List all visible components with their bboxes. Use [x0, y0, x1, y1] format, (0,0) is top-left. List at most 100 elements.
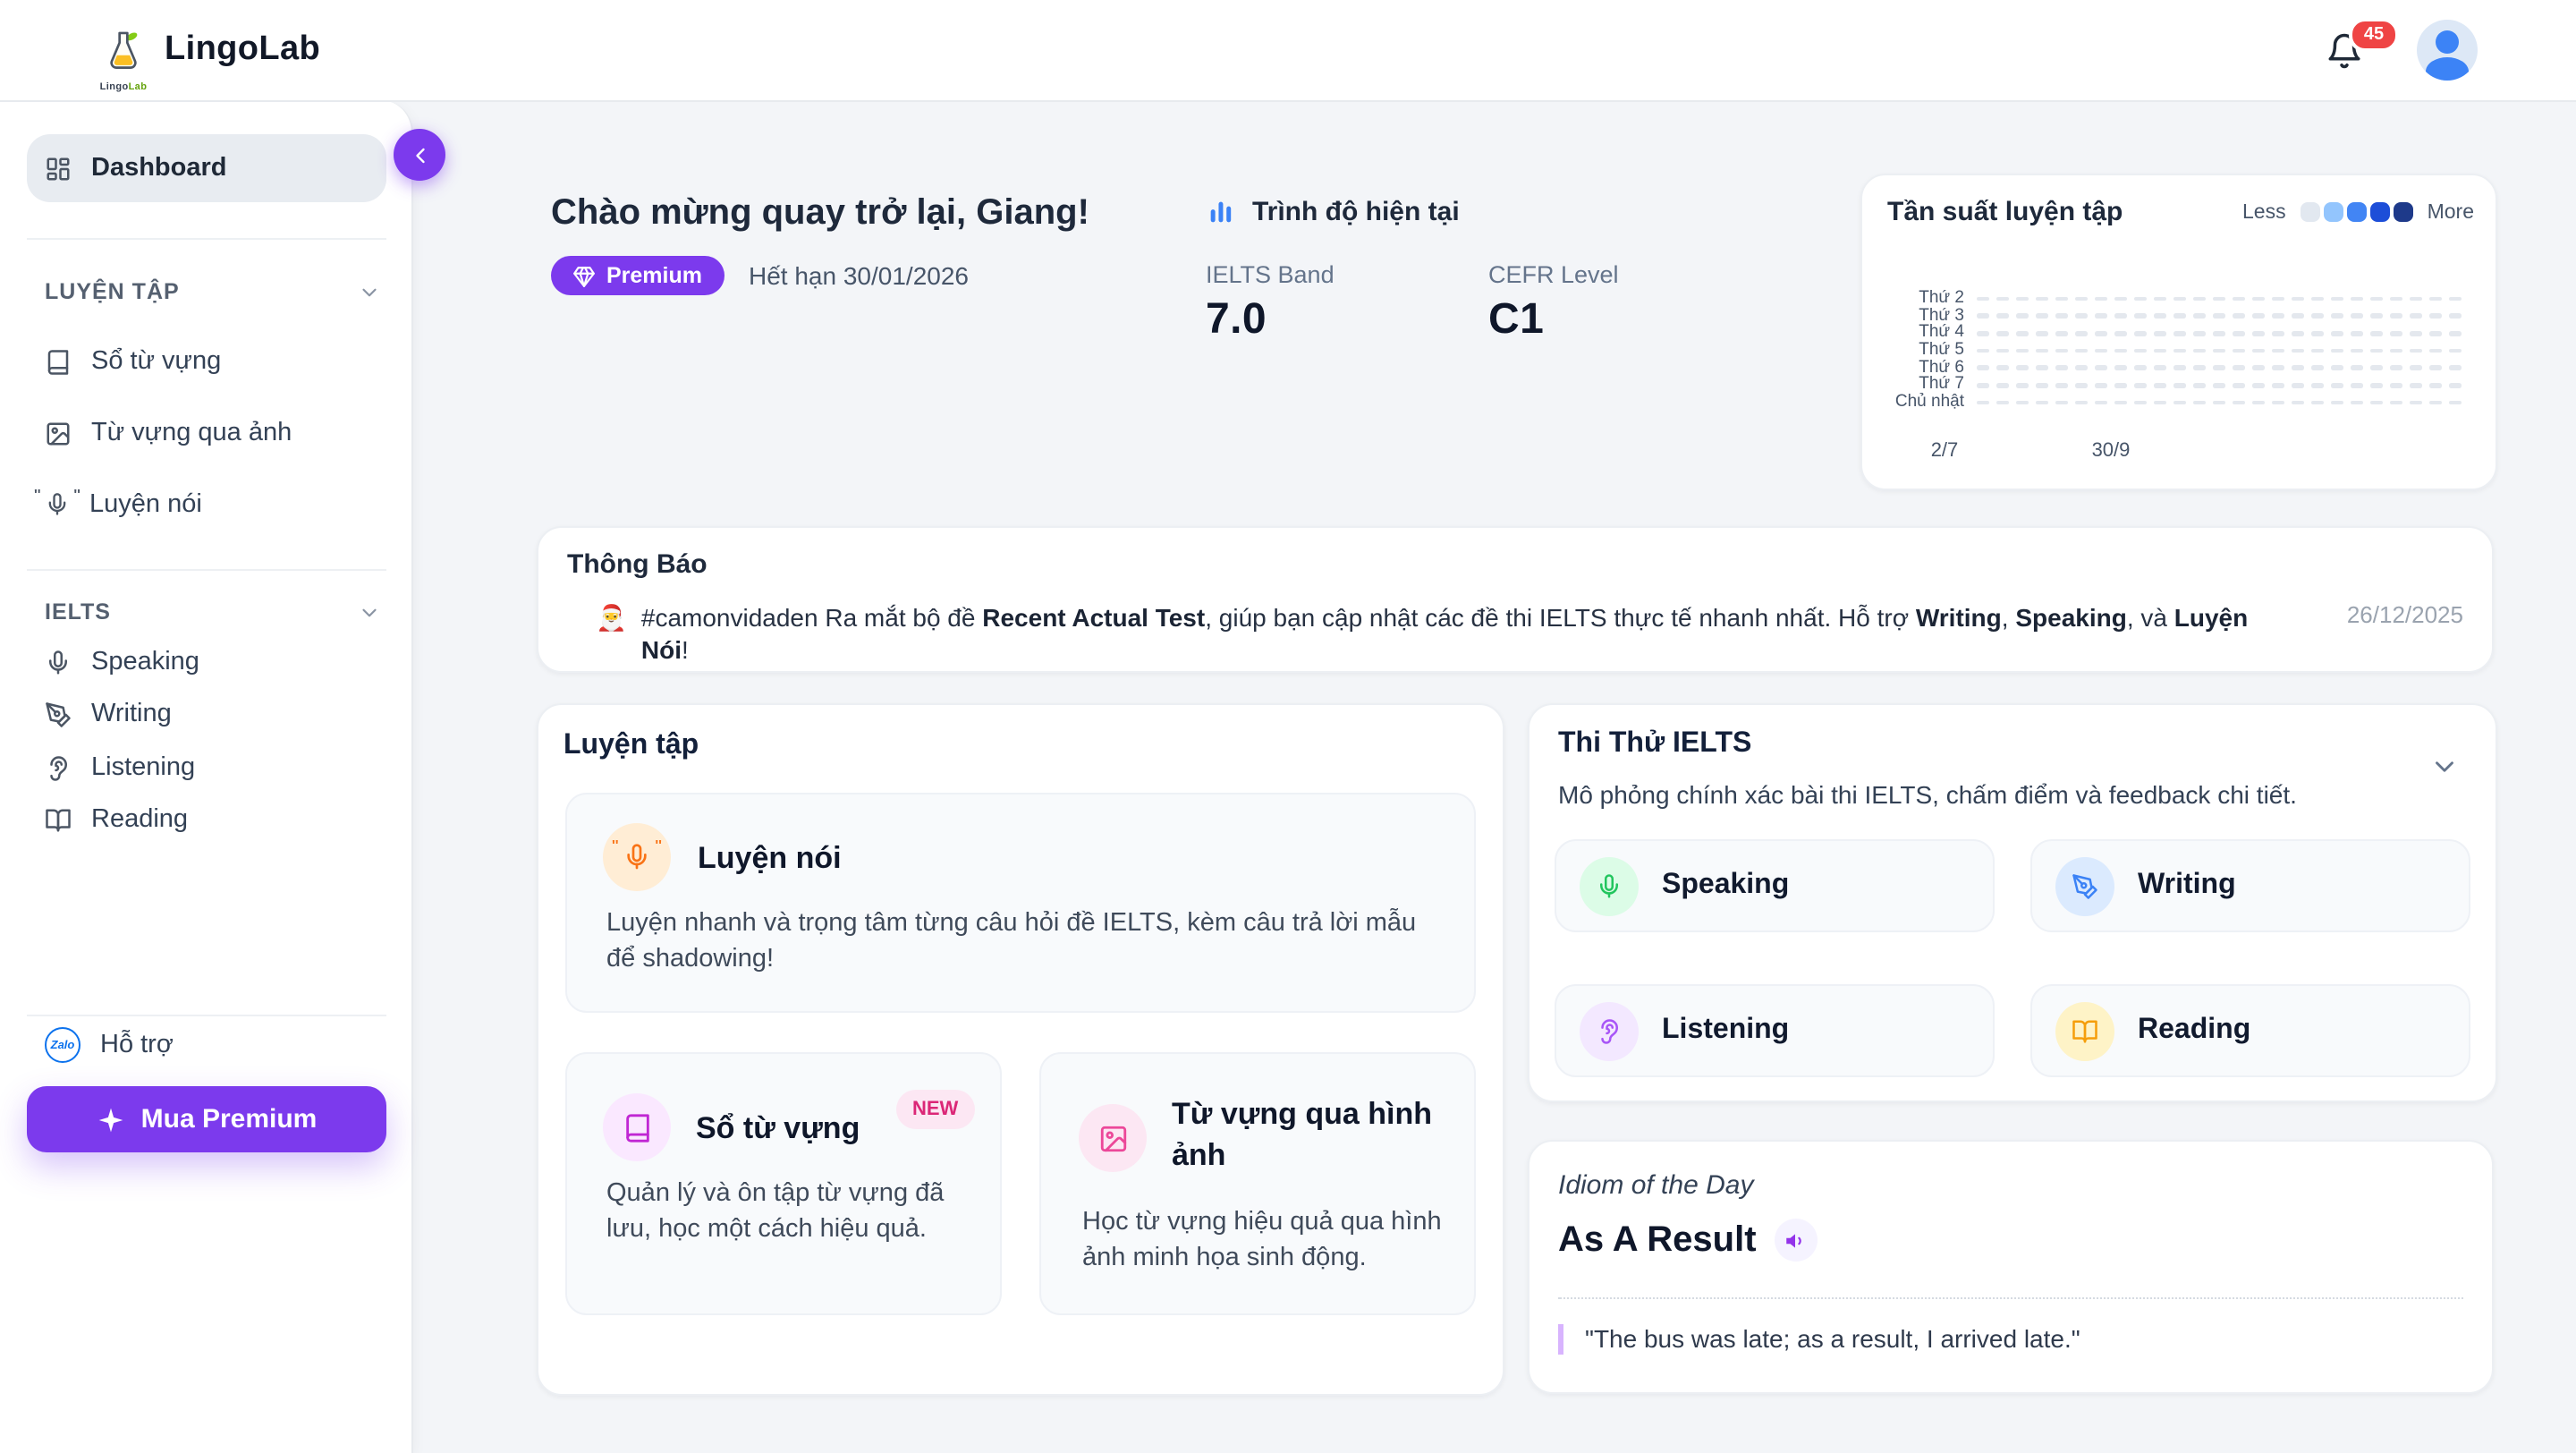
legend-color-scale — [2300, 202, 2413, 222]
announcement-card: Thông Báo 🎅 #camonvidaden Ra mắt bộ đề R… — [537, 526, 2494, 673]
sidebar-item-tu-vung-qua-anh[interactable]: Từ vựng qua ảnh — [27, 408, 386, 458]
writing-icon-circle — [2055, 856, 2114, 915]
legend-less-label: Less — [2242, 201, 2286, 223]
chevron-left-icon — [407, 142, 432, 167]
sidebar-section-ielts[interactable]: IELTS — [45, 599, 381, 625]
practice-tile-luyen-noi[interactable]: Luyện nói Luyện nhanh và trọng tâm từng … — [565, 793, 1476, 1013]
book-open-icon — [2072, 1017, 2098, 1044]
heatmap-grid — [1977, 290, 2469, 412]
sidebar-divider — [27, 1015, 386, 1016]
sidebar-item-luyen-noi[interactable]: Luyện nói — [27, 480, 386, 530]
idiom-card: Idiom of the Day As A Result "The bus wa… — [1528, 1140, 2494, 1394]
brand-title: LingoLab — [165, 30, 321, 68]
vocab-icon-circle — [603, 1093, 671, 1161]
logo-subtext: LingoLab — [99, 82, 148, 93]
speaking-icon-circle — [1580, 856, 1639, 915]
practice-tile-so-tu-vung[interactable]: Sổ từ vựng NEW Quản lý và ôn tập từ vựng… — [565, 1052, 1002, 1315]
santa-emoji-icon: 🎅 — [596, 603, 627, 632]
gem-icon — [572, 264, 596, 287]
announcement-date: 26/12/2025 — [2346, 601, 2463, 628]
plan-expiry-text: Hết hạn 30/01/2026 — [749, 261, 969, 290]
sidebar-item-support[interactable]: Zalo Hỗ trợ — [27, 1020, 386, 1070]
mock-tile-writing[interactable]: Writing — [2030, 839, 2470, 932]
sidebar-divider — [27, 569, 386, 571]
book-icon — [45, 348, 72, 375]
image-icon-circle — [1079, 1104, 1147, 1172]
welcome-block: Chào mừng quay trở lại, Giang! Premium H… — [551, 193, 1089, 295]
image-icon — [45, 420, 72, 446]
mic-icon — [45, 649, 72, 676]
idiom-phrase: As A Result — [1558, 1219, 1757, 1259]
mic-icon — [1596, 872, 1623, 899]
listening-icon-circle — [1580, 1001, 1639, 1060]
top-bar: LingoLab LingoLab 45 — [0, 0, 2576, 102]
notification-count-badge: 45 — [2349, 18, 2399, 52]
speaking-icon-circle — [603, 823, 671, 891]
level-title: Trình độ hiện tại — [1252, 197, 1460, 227]
idiom-divider — [1558, 1297, 2463, 1299]
mic-quotes-icon — [612, 837, 662, 871]
pen-tool-icon — [45, 701, 72, 727]
new-badge: NEW — [896, 1090, 975, 1129]
mock-card-subtitle: Mô phỏng chính xác bài thi IELTS, chấm đ… — [1558, 780, 2297, 809]
ielts-band-value: 7.0 — [1206, 295, 1267, 344]
heatmap-x-label-end: 30/9 — [2091, 440, 2131, 462]
mock-tile-listening[interactable]: Listening — [1555, 984, 1995, 1077]
announcement-message: #camonvidaden Ra mắt bộ đề Recent Actual… — [640, 603, 2249, 664]
bar-chart-icon — [1206, 197, 1236, 227]
activity-heatmap[interactable]: Thứ 2 Thứ 3 Thứ 4 Thứ 5 Thứ 6 Thứ 7 Chủ nhật — [1887, 290, 2469, 412]
frequency-card-title: Tần suất luyện tập — [1887, 197, 2123, 227]
sidebar-item-reading[interactable]: Reading — [27, 794, 386, 845]
avatar-person-icon — [2436, 30, 2459, 54]
speaker-icon — [1784, 1228, 1808, 1252]
zalo-icon: Zalo — [45, 1027, 80, 1063]
heatmap-x-label-start: 2/7 — [1930, 440, 1959, 462]
image-icon — [1097, 1123, 1128, 1153]
sidebar-section-luyen-tap[interactable]: LUYỆN TẬP — [45, 279, 381, 304]
mock-test-card: Thi Thử IELTS Mô phỏng chính xác bài thi… — [1528, 703, 2497, 1102]
dashboard-grid-icon — [45, 155, 72, 182]
sidebar-item-so-tu-vung[interactable]: Sổ từ vựng — [27, 336, 386, 387]
sidebar-item-writing[interactable]: Writing — [27, 689, 386, 739]
sparkle-icon — [97, 1105, 125, 1134]
practice-card: Luyện tập Luyện nói Luyện nhanh và trọng… — [537, 703, 1504, 1396]
practice-tile-tu-vung-qua-hinh-anh[interactable]: Từ vựng qua hình ảnh Học từ vựng hiệu qu… — [1039, 1052, 1476, 1315]
chevron-down-icon — [358, 280, 381, 303]
book-icon — [622, 1112, 652, 1143]
premium-plan-badge[interactable]: Premium — [551, 256, 724, 295]
announcement-item[interactable]: 🎅 #camonvidaden Ra mắt bộ đề Recent Actu… — [567, 601, 2463, 666]
idiom-example: "The bus was late; as a result, I arrive… — [1558, 1324, 2463, 1355]
ielts-band-label: IELTS Band — [1206, 261, 1335, 288]
sidebar-item-listening[interactable]: Listening — [27, 743, 386, 793]
pronounce-button[interactable] — [1774, 1219, 1818, 1262]
chevron-down-icon — [358, 600, 381, 624]
legend-more-label: More — [2427, 201, 2474, 223]
cefr-level-value: C1 — [1488, 295, 1545, 344]
mock-card-title: Thi Thử IELTS — [1558, 728, 1752, 759]
app-logo[interactable]: LingoLab — [89, 29, 157, 93]
pen-tool-icon — [2072, 872, 2098, 899]
heatmap-day-labels: Thứ 2 Thứ 3 Thứ 4 Thứ 5 Thứ 6 Thứ 7 Chủ nhật — [1894, 288, 1964, 412]
announcement-title: Thông Báo — [567, 549, 708, 580]
mic-quotes-icon — [34, 487, 80, 517]
user-avatar[interactable] — [2417, 20, 2478, 81]
reading-icon-circle — [2055, 1001, 2114, 1060]
flask-logo-icon — [110, 31, 138, 69]
chevron-down-icon[interactable] — [2429, 752, 2460, 782]
idiom-kicker: Idiom of the Day — [1558, 1170, 1754, 1201]
current-level-block: Trình độ hiện tại IELTS Band 7.0 CEFR Le… — [1206, 197, 1771, 345]
mock-tile-speaking[interactable]: Speaking — [1555, 839, 1995, 932]
sidebar-collapse-button[interactable] — [394, 129, 445, 181]
sidebar-item-dashboard[interactable]: Dashboard — [27, 134, 386, 202]
ear-icon — [1596, 1017, 1623, 1044]
buy-premium-button[interactable]: Mua Premium — [27, 1086, 386, 1152]
ear-icon — [45, 754, 72, 781]
heatmap-legend: Less More — [2242, 201, 2474, 223]
sidebar-item-speaking[interactable]: Speaking — [27, 637, 386, 687]
mock-tile-reading[interactable]: Reading — [2030, 984, 2470, 1077]
welcome-heading: Chào mừng quay trở lại, Giang! — [551, 193, 1089, 233]
sidebar-item-label: Dashboard — [91, 154, 227, 183]
sidebar-divider — [27, 238, 386, 240]
